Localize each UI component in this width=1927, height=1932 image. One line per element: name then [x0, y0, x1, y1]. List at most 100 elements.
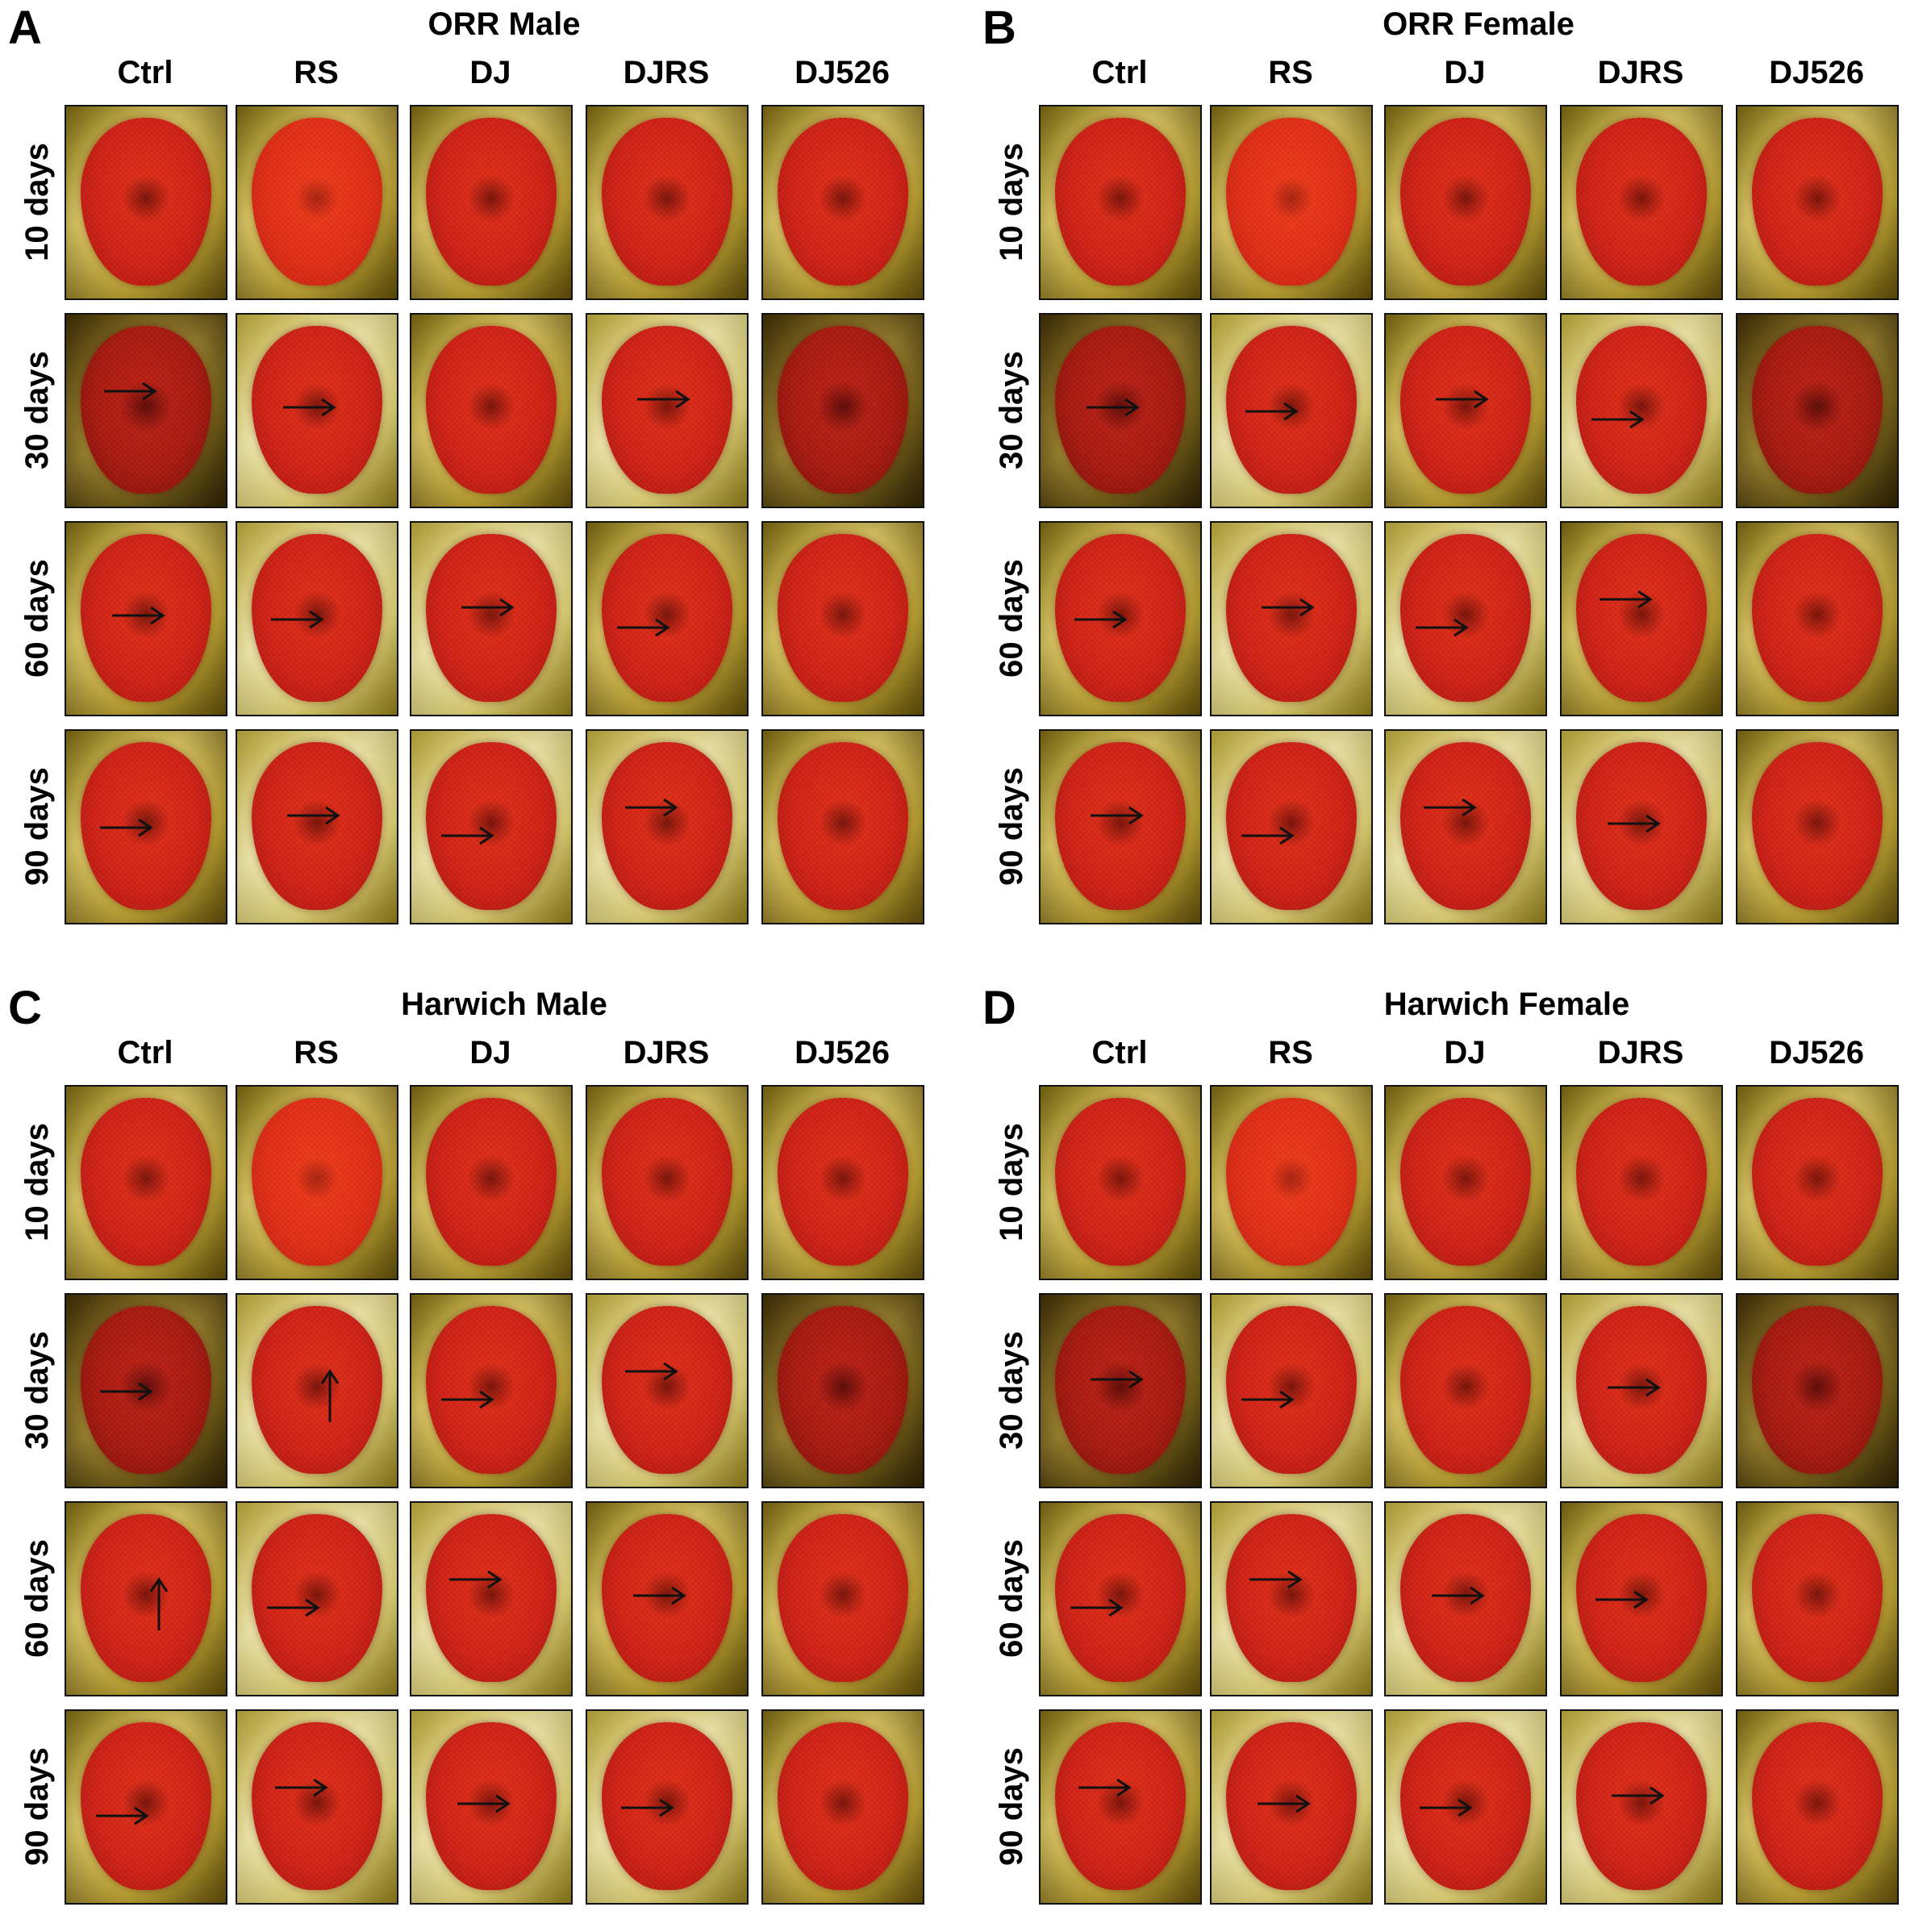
eye-photo: [410, 521, 573, 716]
eye-photo: [1039, 729, 1202, 924]
arrow-right-icon: [96, 1806, 149, 1826]
eye-photo: [410, 313, 573, 508]
eye-photo: [1039, 1293, 1202, 1488]
arrow-right-icon: [267, 1598, 320, 1617]
arrow-right-icon: [1074, 610, 1128, 629]
eye-photo: [1560, 105, 1723, 300]
column-label-dj526: DJ526: [1769, 1035, 1864, 1070]
arrow-right-icon: [441, 1390, 494, 1409]
arrow-right-icon: [621, 1798, 674, 1817]
eye-photo: [65, 313, 227, 508]
column-label-ctrl: Ctrl: [117, 55, 173, 90]
compound-eye: [1400, 1306, 1531, 1474]
eye-photo: [410, 1293, 573, 1488]
compound-eye: [252, 326, 382, 494]
column-label-djrs: DJRS: [623, 55, 710, 90]
row-label-30-days: 30 days: [994, 1293, 1029, 1487]
compound-eye: [426, 1098, 557, 1266]
compound-eye: [1576, 118, 1707, 286]
column-label-djrs: DJRS: [1597, 55, 1684, 90]
eye-photo: [761, 105, 924, 300]
eye-photo: [1736, 729, 1899, 924]
compound-eye: [1752, 1514, 1883, 1682]
row-label-text: 60 days: [19, 558, 55, 678]
arrow-right-icon: [637, 390, 690, 409]
arrow-right-icon: [275, 1778, 328, 1797]
eye-photo: [236, 729, 398, 924]
row-label-text: 10 days: [19, 142, 55, 261]
eye-photo: [1384, 1709, 1547, 1905]
eye-photo: [65, 1501, 227, 1696]
compound-eye: [602, 742, 732, 910]
eye-photo: [1210, 105, 1373, 300]
eye-photo: [1384, 1085, 1547, 1280]
row-label-90-days: 90 days: [994, 1709, 1029, 1903]
eye-photo: [410, 1501, 573, 1696]
eye-photo: [586, 729, 749, 924]
eye-photo: [1384, 729, 1547, 924]
eye-photo: [586, 313, 749, 508]
compound-eye: [252, 1098, 382, 1266]
compound-eye: [1055, 534, 1186, 702]
row-label-30-days: 30 days: [19, 313, 55, 507]
eye-photo: [586, 521, 749, 716]
eye-photo: [1210, 521, 1373, 716]
compound-eye: [1400, 326, 1531, 494]
compound-eye: [426, 1306, 557, 1474]
eye-photo: [586, 1085, 749, 1280]
compound-eye: [252, 1722, 382, 1890]
compound-eye: [252, 118, 382, 286]
compound-eye: [426, 534, 557, 702]
row-label-text: 10 days: [19, 1122, 55, 1241]
column-label-rs: RS: [1268, 1035, 1313, 1070]
compound-eye: [602, 1306, 732, 1474]
eye-photo: [1210, 1501, 1373, 1696]
row-label-30-days: 30 days: [19, 1293, 55, 1487]
arrow-right-icon: [1262, 598, 1315, 617]
row-label-60-days: 60 days: [19, 1501, 55, 1695]
eye-photo: [586, 1709, 749, 1905]
arrow-right-icon: [1420, 1798, 1473, 1817]
column-label-dj: DJ: [469, 55, 511, 90]
arrow-right-icon: [461, 598, 515, 617]
compound-eye: [1400, 118, 1531, 286]
compound-eye: [602, 1722, 732, 1890]
arrow-right-icon: [1608, 814, 1661, 833]
arrow-right-icon: [112, 606, 165, 625]
compound-eye: [1752, 742, 1883, 910]
eye-photo: [1384, 1293, 1547, 1488]
arrow-right-icon: [1432, 1586, 1485, 1605]
column-label-ctrl: Ctrl: [117, 1035, 173, 1070]
compound-eye: [1752, 1722, 1883, 1890]
row-label-10-days: 10 days: [994, 105, 1029, 298]
eye-photo: [1039, 105, 1202, 300]
arrow-right-icon: [1091, 1370, 1144, 1389]
eye-photo: [1560, 729, 1723, 924]
eye-photo: [1210, 1293, 1373, 1488]
compound-eye: [778, 742, 908, 910]
compound-eye: [602, 1098, 732, 1266]
compound-eye: [81, 1098, 211, 1266]
arrow-right-icon: [287, 806, 340, 825]
compound-eye: [426, 118, 557, 286]
arrow-right-icon: [625, 798, 678, 817]
eye-photo: [761, 521, 924, 716]
compound-eye: [1226, 1098, 1357, 1266]
eye-photo: [1736, 1293, 1899, 1488]
compound-eye: [81, 326, 211, 494]
eye-photo: [1736, 1501, 1899, 1696]
row-label-text: 30 days: [19, 350, 55, 469]
compound-eye: [1226, 326, 1357, 494]
eye-photo: [586, 1293, 749, 1488]
arrow-right-icon: [1591, 410, 1645, 429]
eye-photo: [1384, 521, 1547, 716]
arrow-right-icon: [1416, 618, 1469, 637]
compound-eye: [1576, 742, 1707, 910]
eye-photo: [1384, 105, 1547, 300]
compound-eye: [81, 534, 211, 702]
compound-eye: [252, 534, 382, 702]
eye-photo: [1736, 1709, 1899, 1905]
arrow-right-icon: [283, 398, 336, 417]
row-label-10-days: 10 days: [19, 1085, 55, 1279]
compound-eye: [1752, 118, 1883, 286]
